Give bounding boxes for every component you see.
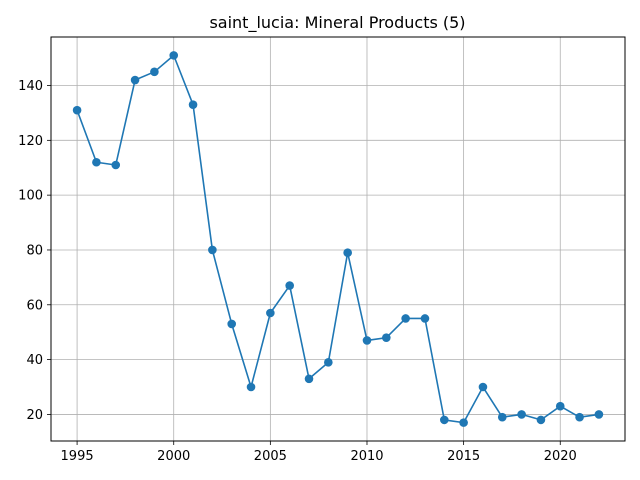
data-point	[304, 374, 314, 384]
data-point	[130, 75, 140, 85]
x-tick-label: 1995	[61, 449, 94, 464]
data-point	[420, 314, 430, 323]
series-line	[76, 54, 600, 424]
chart-title: saint_lucia: Mineral Products (5)	[209, 13, 465, 33]
data-point	[169, 51, 179, 60]
data-point	[439, 415, 449, 425]
data-point	[111, 160, 121, 170]
y-tick-label: 120	[18, 134, 43, 149]
x-tick-label: 2020	[544, 449, 577, 464]
data-point	[285, 281, 294, 290]
data-point	[188, 100, 198, 109]
data-point	[575, 412, 584, 422]
series-layer	[72, 51, 604, 427]
axes-frame	[50, 36, 626, 442]
data-point	[150, 67, 159, 77]
axis-ticks: 1995 2000 2005 2010 2015 20202040608010012014…	[18, 79, 577, 464]
data-point	[478, 382, 488, 392]
y-tick-label: 100	[18, 189, 43, 204]
data-point	[555, 401, 565, 411]
data-point	[343, 248, 352, 258]
y-tick-label: 20	[26, 408, 43, 423]
data-point	[594, 410, 604, 419]
y-tick-label: 140	[18, 79, 43, 94]
data-point	[324, 358, 333, 367]
x-tick-label: 2010	[350, 449, 383, 464]
data-point	[517, 410, 526, 419]
data-point	[227, 319, 237, 329]
data-point	[92, 157, 101, 167]
x-tick-label: 2000	[157, 449, 190, 464]
y-tick-label: 80	[26, 243, 43, 258]
y-tick-label: 40	[26, 353, 43, 368]
data-point	[382, 333, 391, 342]
data-point	[266, 308, 275, 318]
data-point	[246, 382, 256, 392]
x-tick-label: 2005	[254, 449, 287, 464]
y-tick-label: 60	[26, 298, 43, 313]
data-point	[459, 418, 468, 427]
data-point	[536, 415, 546, 425]
data-point	[497, 412, 507, 422]
x-tick-label: 2015	[447, 449, 480, 464]
data-point	[362, 336, 372, 345]
data-point	[208, 245, 217, 255]
data-point	[72, 105, 82, 115]
data-point	[401, 314, 410, 323]
